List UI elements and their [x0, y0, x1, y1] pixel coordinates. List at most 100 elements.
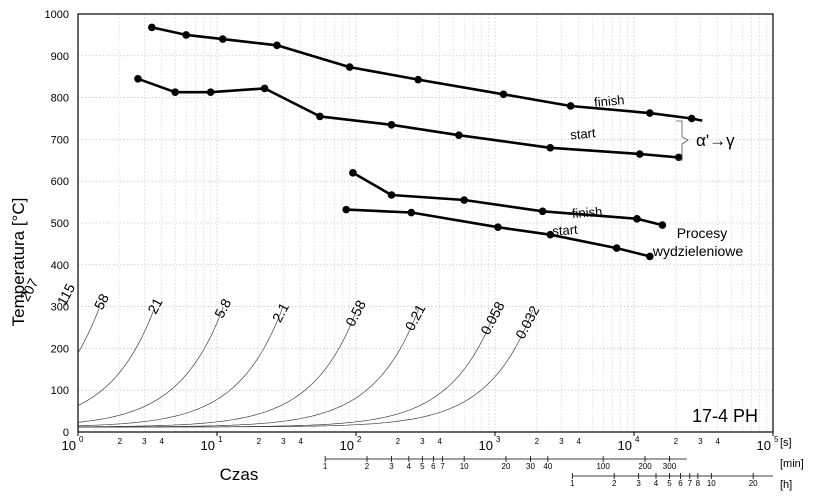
series-point-3 [387, 191, 396, 199]
minute-tick-label: 1 [323, 462, 328, 471]
y-tick-label: 500 [51, 218, 69, 230]
hour-tick-label: 6 [678, 479, 683, 488]
x-minor-label: 2 [535, 437, 540, 446]
x-minor-label: 4 [437, 437, 442, 446]
minute-tick-label: 2 [365, 462, 370, 471]
y-axis-title: Temperatura [°C] [9, 198, 28, 327]
series-point-2 [455, 131, 463, 140]
x-minor-label: 4 [715, 437, 720, 446]
series-point-1 [414, 75, 422, 84]
minute-tick-label: 30 [526, 462, 535, 471]
minute-tick-label: 6 [431, 462, 436, 471]
series-name-label: start [570, 125, 597, 142]
cooling-curve-10 [78, 309, 534, 428]
cooling-curve-8 [78, 307, 420, 428]
cooling-curve-3 [77, 305, 101, 353]
series-point-3 [658, 221, 667, 229]
x-decade-base: 10 [340, 438, 354, 453]
minute-tick-label: 40 [543, 462, 552, 471]
minute-tick-label: 4 [407, 462, 412, 471]
cooling-curve-label: 2.1 [269, 300, 292, 325]
cooling-curve-label: 0.058 [477, 299, 508, 338]
minute-tick-label: 5 [420, 462, 425, 471]
x-decade-exponent: 5 [774, 435, 779, 444]
hour-tick-label: 4 [654, 479, 659, 488]
plot-frame [77, 13, 774, 433]
hour-tick-label: 7 [688, 479, 693, 488]
minute-tick-label: 3 [389, 462, 394, 471]
series-point-2 [206, 88, 215, 96]
series-point-4 [407, 208, 416, 217]
x-decade-base: 10 [479, 438, 493, 453]
x-minor-label: 4 [298, 437, 303, 446]
x-minor-label: 3 [420, 437, 425, 446]
hour-tick-label: 1 [570, 479, 575, 488]
y-tick-label: 600 [51, 176, 69, 188]
precipitation-label-line1: Procesy [677, 225, 728, 241]
hour-tick-label: 5 [667, 479, 672, 488]
series-line-3 [352, 171, 663, 227]
x-decade-exponent: 3 [496, 435, 501, 444]
cooling-curve-label: 0.21 [402, 301, 429, 333]
x-decade-exponent: 1 [218, 435, 223, 444]
cooling-curve-4 [77, 309, 155, 406]
cooling-curve-9 [78, 311, 496, 428]
minute-tick-label: 100 [596, 462, 610, 471]
series-point-4 [342, 205, 350, 214]
series-line-2 [137, 77, 679, 159]
steel-grade-label: 17-4 PH [692, 406, 758, 426]
cooling-curve-label: 0.032 [512, 303, 543, 342]
series-point-2 [387, 120, 396, 129]
series-point-1 [646, 109, 654, 117]
series-point-3 [633, 215, 641, 223]
x-decade-exponent: 2 [357, 435, 362, 444]
minute-tick-label: 10 [460, 462, 469, 471]
series-point-1 [687, 114, 696, 123]
cooling-curve-label: 0.58 [342, 297, 369, 329]
series-point-4 [646, 252, 654, 261]
minute-tick-label: 300 [663, 462, 677, 471]
grid [77, 13, 773, 433]
y-tick-label: 200 [51, 343, 69, 355]
x-decade-base: 10 [618, 438, 632, 453]
y-tick-label: 100 [51, 385, 69, 397]
series-point-1 [273, 41, 281, 50]
series-name-label: finish [571, 204, 602, 221]
y-tick-label: 800 [51, 93, 69, 105]
x-minor-label: 3 [698, 437, 703, 446]
cooling-curve-6 [77, 305, 284, 427]
hour-tick-label: 20 [749, 479, 758, 488]
y-tick-label: 400 [51, 260, 69, 272]
x-decade-base: 10 [62, 438, 76, 453]
alpha-gamma-label: α'→γ [696, 131, 735, 150]
seconds-unit-label: [s] [780, 437, 792, 449]
series-point-2 [134, 74, 142, 83]
cooling-curves: 207 115 58 21 5.8 2.1 0.58 0.21 0.058 0.032 [16, 276, 543, 428]
series-name-label: finish [593, 92, 625, 110]
x-minor-label: 3 [559, 437, 564, 446]
cooling-curve-label: 21 [144, 295, 166, 316]
series-point-3 [538, 207, 547, 216]
group-bracket [676, 120, 689, 161]
cooling-curve-7 [77, 311, 357, 428]
series-point-2 [260, 84, 269, 93]
x-minor-label: 3 [281, 437, 286, 446]
x-minor-label: 3 [142, 437, 147, 446]
series-point-1 [182, 31, 190, 39]
x-minor-label: 2 [257, 437, 262, 446]
series-point-4 [612, 244, 621, 252]
annotations: finishstartfinishstartα'→γProcesywydziel… [552, 92, 758, 426]
series-point-2 [635, 150, 644, 158]
series-point-2 [546, 143, 555, 152]
x-decade-exponent: 0 [79, 435, 84, 444]
minute-tick-label: 200 [638, 462, 652, 471]
x-minor-label: 4 [576, 437, 581, 446]
hours-unit-label: [h] [780, 479, 792, 491]
x-minor-label: 2 [118, 437, 123, 446]
series-point-2 [171, 88, 179, 96]
x-minor-label: 2 [674, 437, 679, 446]
series-point-1 [148, 23, 156, 32]
y-tick-label: 700 [51, 134, 69, 146]
series-point-1 [499, 90, 508, 99]
